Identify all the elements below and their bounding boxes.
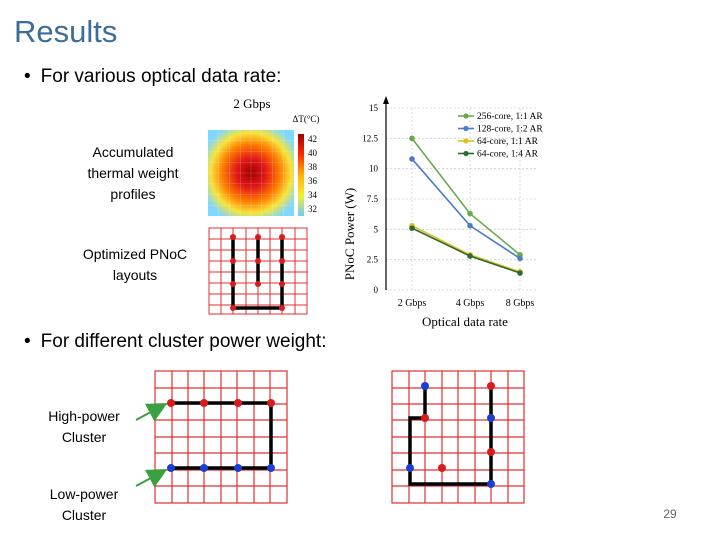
data-point-series-2	[517, 255, 523, 262]
node-blue	[167, 464, 175, 472]
node-red	[279, 281, 285, 287]
page-number: 29	[663, 507, 677, 521]
high-power-cluster-label: High-power Cluster	[48, 408, 120, 445]
data-point-series-4	[467, 253, 473, 259]
legend-label: 128-core, 1:2 AR	[477, 125, 543, 135]
chart-legend: 256-core, 1:1 AR 128-core, 1:2 AR 64-core,…	[458, 112, 543, 160]
colorbar-tick: 40	[308, 148, 318, 158]
node-blue	[487, 480, 495, 488]
waveguide-path	[408, 386, 493, 486]
node-blue	[234, 464, 242, 472]
x-tick-label: 4 Gbps	[456, 298, 485, 309]
legend-marker	[463, 138, 469, 144]
legend-label: 64-core, 1:4 AR	[477, 150, 539, 160]
data-point-series-1	[467, 210, 473, 217]
heatmap-title: 2 Gbps	[233, 96, 270, 111]
node-red	[230, 305, 236, 311]
legend-marker	[463, 150, 469, 157]
legend-marker	[463, 125, 469, 132]
node-red	[167, 399, 175, 407]
data-point-series-2	[409, 156, 415, 162]
bullet-text: For various optical data rate:	[40, 66, 282, 87]
colorbar-tick: 36	[308, 176, 318, 186]
pnoc-layout-small	[208, 227, 308, 315]
node-red	[279, 305, 285, 311]
bullet-cluster-power: • For different cluster power weight:	[24, 331, 327, 353]
power-line-chart: 0 2.5 5 7.5 10 12.5 15 2 Gbps 4 Gbps 8 Gbps PNoC …	[342, 96, 543, 329]
low-power-cluster-label: Low-power Cluster	[49, 486, 119, 523]
page-title: Results	[14, 14, 118, 49]
colorbar-tick: 38	[308, 162, 318, 172]
node-red	[255, 258, 261, 264]
x-tick-label: 2 Gbps	[398, 298, 427, 309]
node-blue	[406, 464, 414, 472]
y-tick-label: 5	[374, 224, 379, 234]
node-red	[267, 399, 275, 407]
node-red	[230, 234, 236, 240]
node-red	[438, 464, 446, 472]
colorbar-title: ΔT(°C)	[293, 114, 320, 124]
y-tick-label: 7.5	[367, 194, 379, 204]
y-tick-label: 15	[369, 103, 379, 113]
node-red	[255, 234, 261, 240]
y-axis-label: PNoC Power (W)	[342, 188, 357, 280]
colorbar-tick: 42	[308, 134, 317, 144]
bullet-various-data-rate: • For various optical data rate:	[24, 66, 281, 88]
pnoc-layout-left	[154, 370, 288, 504]
colorbar	[298, 134, 304, 216]
data-point-series-4	[409, 225, 415, 231]
node-blue	[200, 464, 208, 472]
heatmap-cell-grid	[208, 130, 294, 216]
node-red	[234, 399, 242, 407]
chart-series-group	[409, 135, 523, 276]
legend-label: 256-core, 1:1 AR	[477, 112, 543, 122]
data-point-series-4	[517, 270, 523, 276]
y-tick-label: 12.5	[362, 133, 378, 143]
data-point-series-1	[409, 135, 415, 142]
colorbar-tick: 34	[308, 190, 318, 200]
y-axis-arrowhead	[383, 96, 389, 104]
x-tick-label: 8 Gbps	[506, 298, 535, 309]
colorbar-tick: 32	[308, 204, 317, 214]
x-axis-label: Optical data rate	[422, 314, 508, 329]
y-tick-label: 2.5	[367, 255, 379, 265]
bullet-marker: •	[24, 331, 31, 352]
node-red	[255, 281, 261, 287]
node-blue	[421, 382, 429, 390]
node-blue	[267, 464, 275, 472]
optimized-layout-label: Optimized PNoC layouts	[82, 246, 188, 283]
node-red	[421, 414, 429, 422]
chart-axes: 0 2.5 5 7.5 10 12.5 15 2 Gbps 4 Gbps 8 Gbps	[362, 96, 534, 309]
node-red	[487, 448, 495, 456]
node-red	[200, 399, 208, 407]
y-tick-label: 0	[374, 285, 379, 295]
y-tick-label: 10	[369, 164, 379, 174]
node-red	[230, 281, 236, 287]
chart-grid	[386, 107, 538, 291]
waveguide-path	[171, 401, 273, 470]
thermal-heatmap-figure: 2 Gbps ΔT(°C) 42 40 38 36 34 32	[208, 96, 320, 216]
accumulated-profile-label: Accumulated thermal weight profiles	[87, 144, 179, 202]
node-red	[279, 258, 285, 264]
node-red	[487, 382, 495, 390]
node-red	[279, 234, 285, 240]
node-red	[230, 258, 236, 264]
node-blue	[487, 414, 495, 422]
pnoc-layout-right	[391, 370, 525, 504]
legend-label: 64-core, 1:1 AR	[477, 137, 539, 147]
heatmap-image	[208, 130, 294, 216]
data-point-series-2	[467, 222, 473, 229]
bullet-marker: •	[24, 66, 31, 87]
bullet-text: For different cluster power weight:	[40, 331, 327, 352]
legend-marker	[463, 113, 469, 119]
